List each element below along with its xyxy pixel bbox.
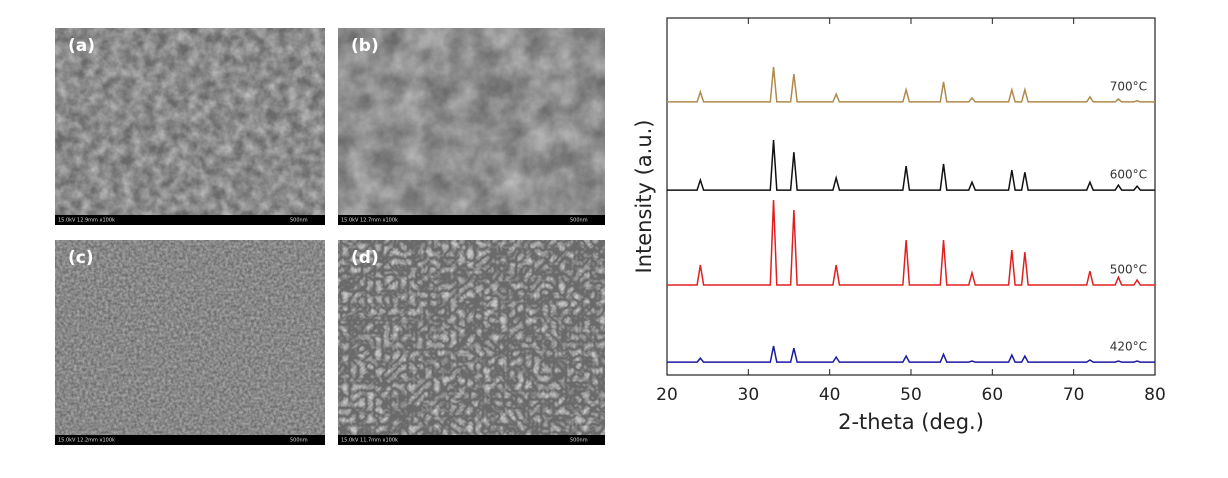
x-tick-label: 50 [900,385,922,405]
sem-texture [338,28,605,215]
series-label: 700°C [1110,79,1147,93]
panel-label: (a) [68,36,95,56]
panel-label: (c) [68,248,94,268]
sem-info: 15.0kV 12.9mm x100k [58,218,115,224]
sem-footer [55,435,325,445]
sem-panel: 15.0kV 12.9mm x100k 500nm (a) [55,28,325,225]
x-tick-label: 70 [1063,385,1085,405]
x-tick-label: 30 [738,385,760,405]
x-tick-label: 20 [656,385,678,405]
sem-footer [338,215,605,225]
x-tick-label: 60 [982,385,1004,405]
series-label: 500°C [1110,263,1147,277]
x-axis-label: 2-theta (deg.) [838,410,984,434]
sem-info: 15.0kV 12.2mm x100k [58,438,115,444]
plot-frame [666,17,1156,376]
sem-panel: 15.0kV 12.7mm x100k 500nm (b) [338,28,605,225]
sem-panel: 15.0kV 12.2mm x100k 500nm (c) [55,240,325,445]
sem-scale: 500nm [290,218,308,224]
sem-info: 15.0kV 12.7mm x100k [341,218,398,224]
xrd-line [667,345,1155,363]
sem-scale: 500nm [570,438,588,444]
sem-scale: 500nm [290,438,308,444]
xrd-line [667,140,1155,191]
sem-texture [55,28,325,215]
xrd-line [667,200,1155,286]
panel-label: (d) [351,248,379,268]
x-tick-label: 80 [1144,385,1166,405]
sem-footer [55,215,325,225]
series-label: 420°C [1110,340,1147,354]
x-tick-label: 40 [819,385,841,405]
sem-footer [338,435,605,445]
panel-label: (b) [351,36,379,56]
sem-info: 15.0kV 11.7mm x100k [341,438,398,444]
sem-panel: 15.0kV 11.7mm x100k 500nm (d) [338,240,605,445]
sem-scale: 500nm [570,218,588,224]
series-label: 600°C [1110,168,1147,182]
xrd-line [667,66,1155,103]
sem-texture [55,240,325,435]
sem-texture [338,240,605,435]
y-axis-label: Intensity (a.u.) [632,120,656,274]
